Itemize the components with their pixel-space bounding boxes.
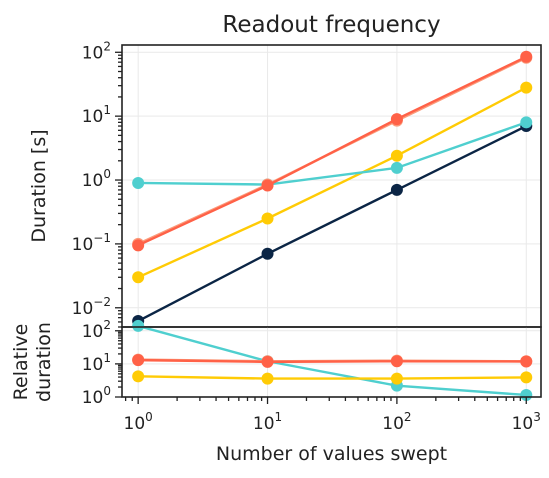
data-point [132, 176, 145, 189]
data-point [520, 371, 533, 384]
series-line-1 [137, 86, 527, 279]
data-point [261, 247, 274, 260]
data-point [132, 239, 145, 252]
data-point [520, 388, 533, 401]
data-point [390, 149, 403, 162]
axes-frame-2 [121, 326, 542, 398]
data-point [390, 183, 403, 196]
data-point [261, 372, 274, 385]
chart-panel-2: 100 101 102 100 101 102 103 Number of values sw… [10, 318, 542, 465]
data-point [390, 355, 403, 368]
y-axis-label-line-1: Relative [10, 324, 32, 401]
data-point [261, 212, 274, 225]
y-tick-label: 101 [82, 103, 111, 127]
data-point [390, 113, 403, 126]
series-line-0 [137, 124, 527, 323]
y-tick-label: 102 [82, 39, 111, 63]
y-axis-label: Duration [s] [28, 129, 50, 242]
y-axis-label-line-2: duration [33, 322, 55, 402]
data-point [261, 355, 274, 368]
x-tick-label: 102 [382, 410, 411, 434]
data-point [132, 354, 145, 367]
data-point [390, 161, 403, 174]
y-tick-label: 102 [82, 318, 111, 342]
data-point [132, 271, 145, 284]
series-line-4 [137, 55, 527, 247]
y-tick-label: 10−1 [72, 231, 111, 255]
series-line-3 [138, 358, 527, 364]
series-line-1 [138, 375, 527, 380]
data-point [261, 179, 274, 192]
x-axis-label: Number of values swept [216, 443, 447, 465]
data-point [390, 372, 403, 385]
y-tick-label: 10−2 [72, 295, 111, 319]
y-tick-label: 101 [82, 351, 111, 375]
data-point [520, 116, 533, 129]
series-line-2 [138, 121, 527, 186]
axes-frame-1 [121, 44, 542, 328]
y-tick-label: 100 [82, 384, 111, 408]
y-tick-label: 100 [82, 167, 111, 191]
data-point [132, 319, 145, 332]
data-point [520, 81, 533, 94]
chart-title: Readout frequency [222, 12, 440, 38]
data-point [520, 355, 533, 368]
x-tick-label: 101 [253, 410, 282, 434]
x-tick-label: 103 [512, 410, 541, 434]
chart-panel-1: 10−2 10−1 100 101 102 Readout frequency Durati… [28, 12, 542, 328]
series-line-0 [137, 324, 527, 397]
data-point [132, 370, 145, 383]
data-point [520, 50, 533, 63]
x-tick-label: 100 [124, 410, 153, 434]
